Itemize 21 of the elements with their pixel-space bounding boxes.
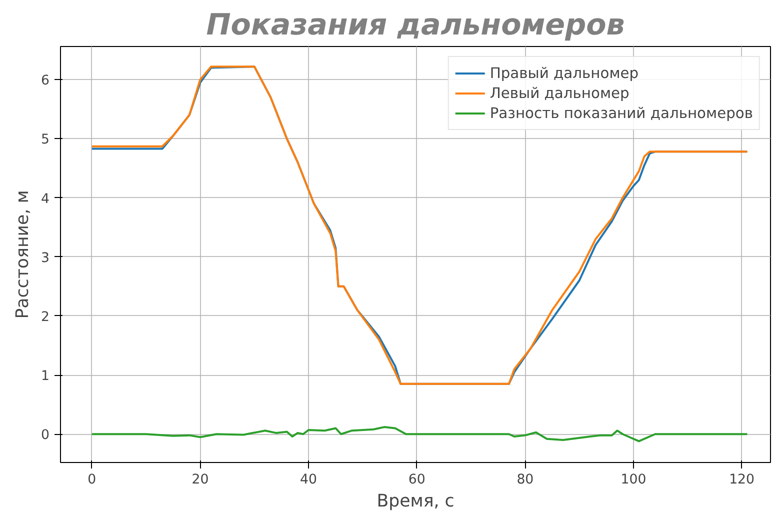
x-tick-label: 0 xyxy=(88,472,96,488)
x-tick-label: 80 xyxy=(516,472,534,488)
legend-label: Левый дальномер xyxy=(490,84,630,102)
line-series xyxy=(90,426,748,442)
y-tick-label: 3 xyxy=(41,250,50,266)
x-tick-label: 60 xyxy=(408,472,426,488)
x-tick-label: 40 xyxy=(300,472,318,488)
y-tick-label: 4 xyxy=(41,192,50,207)
y-tick-label: 2 xyxy=(41,310,50,325)
y-tick-label: 1 xyxy=(41,369,50,384)
x-axis-title: Время, с xyxy=(376,492,454,512)
chart-title: Показания дальномеров xyxy=(206,8,625,42)
y-tick-label: 0 xyxy=(41,428,50,444)
x-tick-label: 20 xyxy=(192,472,209,488)
legend-label: Разность показаний дальномеров xyxy=(490,104,753,122)
y-tick-label: 5 xyxy=(41,132,50,148)
x-tick-label: 120 xyxy=(729,472,755,488)
x-tick-label: 100 xyxy=(620,472,646,488)
legend-label: Правый дальномер xyxy=(490,64,639,82)
y-tick-label: 6 xyxy=(41,74,50,89)
y-axis-title: Расстояние, м xyxy=(13,190,34,319)
